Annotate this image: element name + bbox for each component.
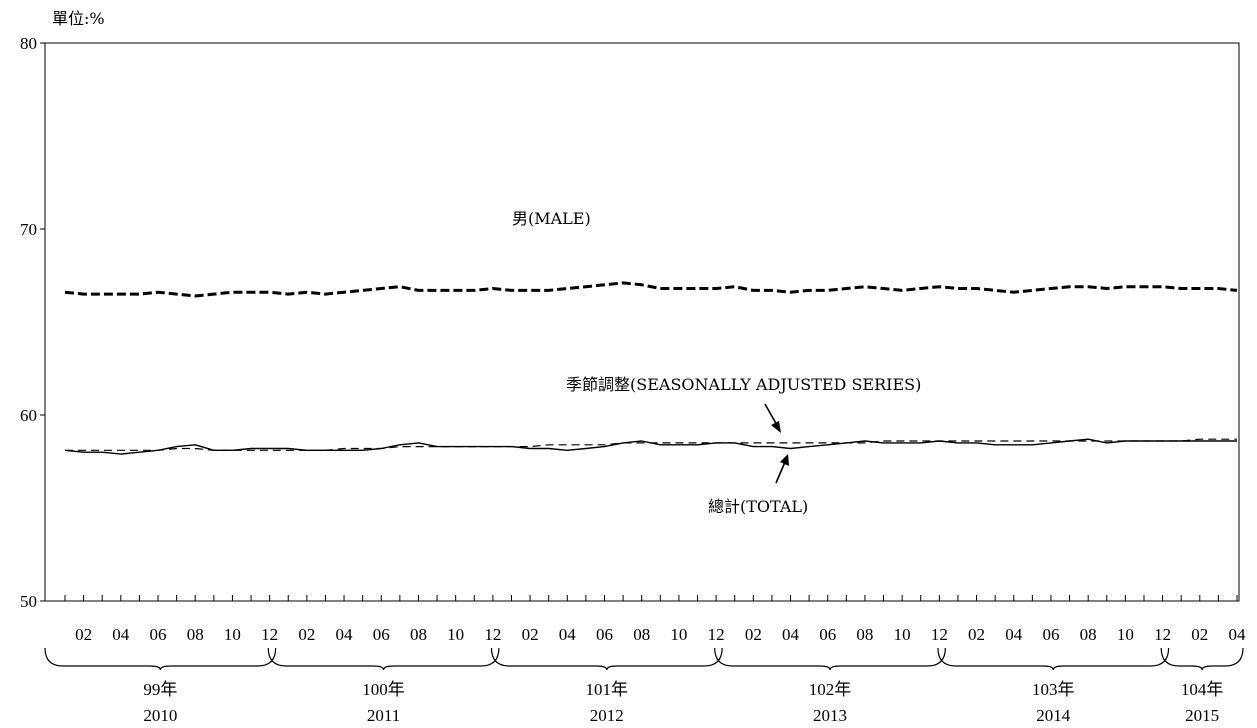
x-month-label: 12 — [931, 625, 948, 644]
year-label-ad: 2010 — [143, 706, 177, 725]
x-month-label: 12 — [708, 625, 725, 644]
x-month-label: 10 — [1117, 625, 1134, 644]
x-month-label: 12 — [261, 625, 278, 644]
x-month-label: 06 — [596, 625, 613, 644]
year-label-roc: 101年 — [586, 680, 629, 699]
x-month-label: 08 — [187, 625, 204, 644]
series-line-total — [64, 438, 1237, 455]
x-month-label: 04 — [1229, 625, 1247, 644]
year-label-ad: 2013 — [813, 706, 847, 725]
year-brace — [714, 647, 946, 671]
year-label-roc: 100年 — [362, 680, 405, 699]
y-tick-label: 70 — [20, 220, 37, 239]
x-month-label: 12 — [484, 625, 501, 644]
x-month-label: 04 — [112, 625, 130, 644]
year-brace — [44, 647, 277, 671]
y-tick-label: 80 — [20, 34, 37, 53]
x-month-label: 02 — [298, 625, 315, 644]
series-layer — [64, 281, 1238, 455]
x-month-label: 10 — [670, 625, 687, 644]
x-month-label: 04 — [1005, 625, 1023, 644]
arrow-total-head — [780, 454, 789, 466]
year-label-roc: 103年 — [1032, 680, 1075, 699]
x-month-label: 12 — [1154, 625, 1171, 644]
y-tick-label: 60 — [20, 406, 37, 425]
year-brace — [1160, 647, 1244, 671]
year-label-ad: 2012 — [590, 706, 624, 725]
x-month-label: 06 — [1042, 625, 1059, 644]
x-month-label: 08 — [1080, 625, 1097, 644]
year-label-roc: 102年 — [809, 680, 852, 699]
year-label-ad: 2015 — [1185, 706, 1219, 725]
x-month-label: 10 — [894, 625, 911, 644]
arrow-seasonal-head — [771, 421, 781, 433]
unit-label: 單位:% — [52, 9, 105, 28]
x-month-label: 08 — [633, 625, 650, 644]
x-axis: 02 04 06 08 10 12 02 04 06 08 10 12 02 04 06 08 10 12 02 04… — [44, 595, 1247, 725]
year-brace — [490, 647, 723, 671]
year-label-ad: 2011 — [367, 706, 400, 725]
x-month-label: 06 — [373, 625, 390, 644]
annotation-total: 總計(TOTAL) — [708, 497, 808, 516]
x-month-label: 10 — [447, 625, 464, 644]
x-month-label: 06 — [819, 625, 836, 644]
year-brace — [937, 647, 1170, 671]
y-tick-label: 50 — [20, 592, 37, 611]
plot-area-border — [44, 42, 1240, 602]
y-axis: 50 60 70 80 — [20, 34, 45, 611]
x-month-label: 04 — [782, 625, 800, 644]
year-label-ad: 2014 — [1036, 706, 1071, 725]
x-month-label: 02 — [522, 625, 539, 644]
year-label-roc: 104年 — [1181, 680, 1224, 699]
x-month-label: 08 — [410, 625, 427, 644]
annotation-male: 男(MALE) — [512, 209, 591, 228]
x-month-label: 02 — [75, 625, 92, 644]
year-brace — [267, 647, 500, 671]
x-month-label: 02 — [745, 625, 762, 644]
x-month-label: 06 — [150, 625, 167, 644]
x-month-label: 02 — [1191, 625, 1208, 644]
arrow-total-shaft — [775, 461, 786, 484]
series-line-male — [64, 281, 1238, 298]
x-month-label: 10 — [224, 625, 241, 644]
x-month-label: 04 — [559, 625, 577, 644]
series-line-seasonal — [65, 438, 1237, 451]
x-month-label: 02 — [968, 625, 985, 644]
x-month-label: 04 — [336, 625, 354, 644]
year-label-roc: 99年 — [143, 680, 177, 699]
x-month-label: 08 — [856, 625, 873, 644]
annotation-seasonal: 季節調整(SEASONALLY ADJUSTED SERIES) — [566, 375, 921, 394]
